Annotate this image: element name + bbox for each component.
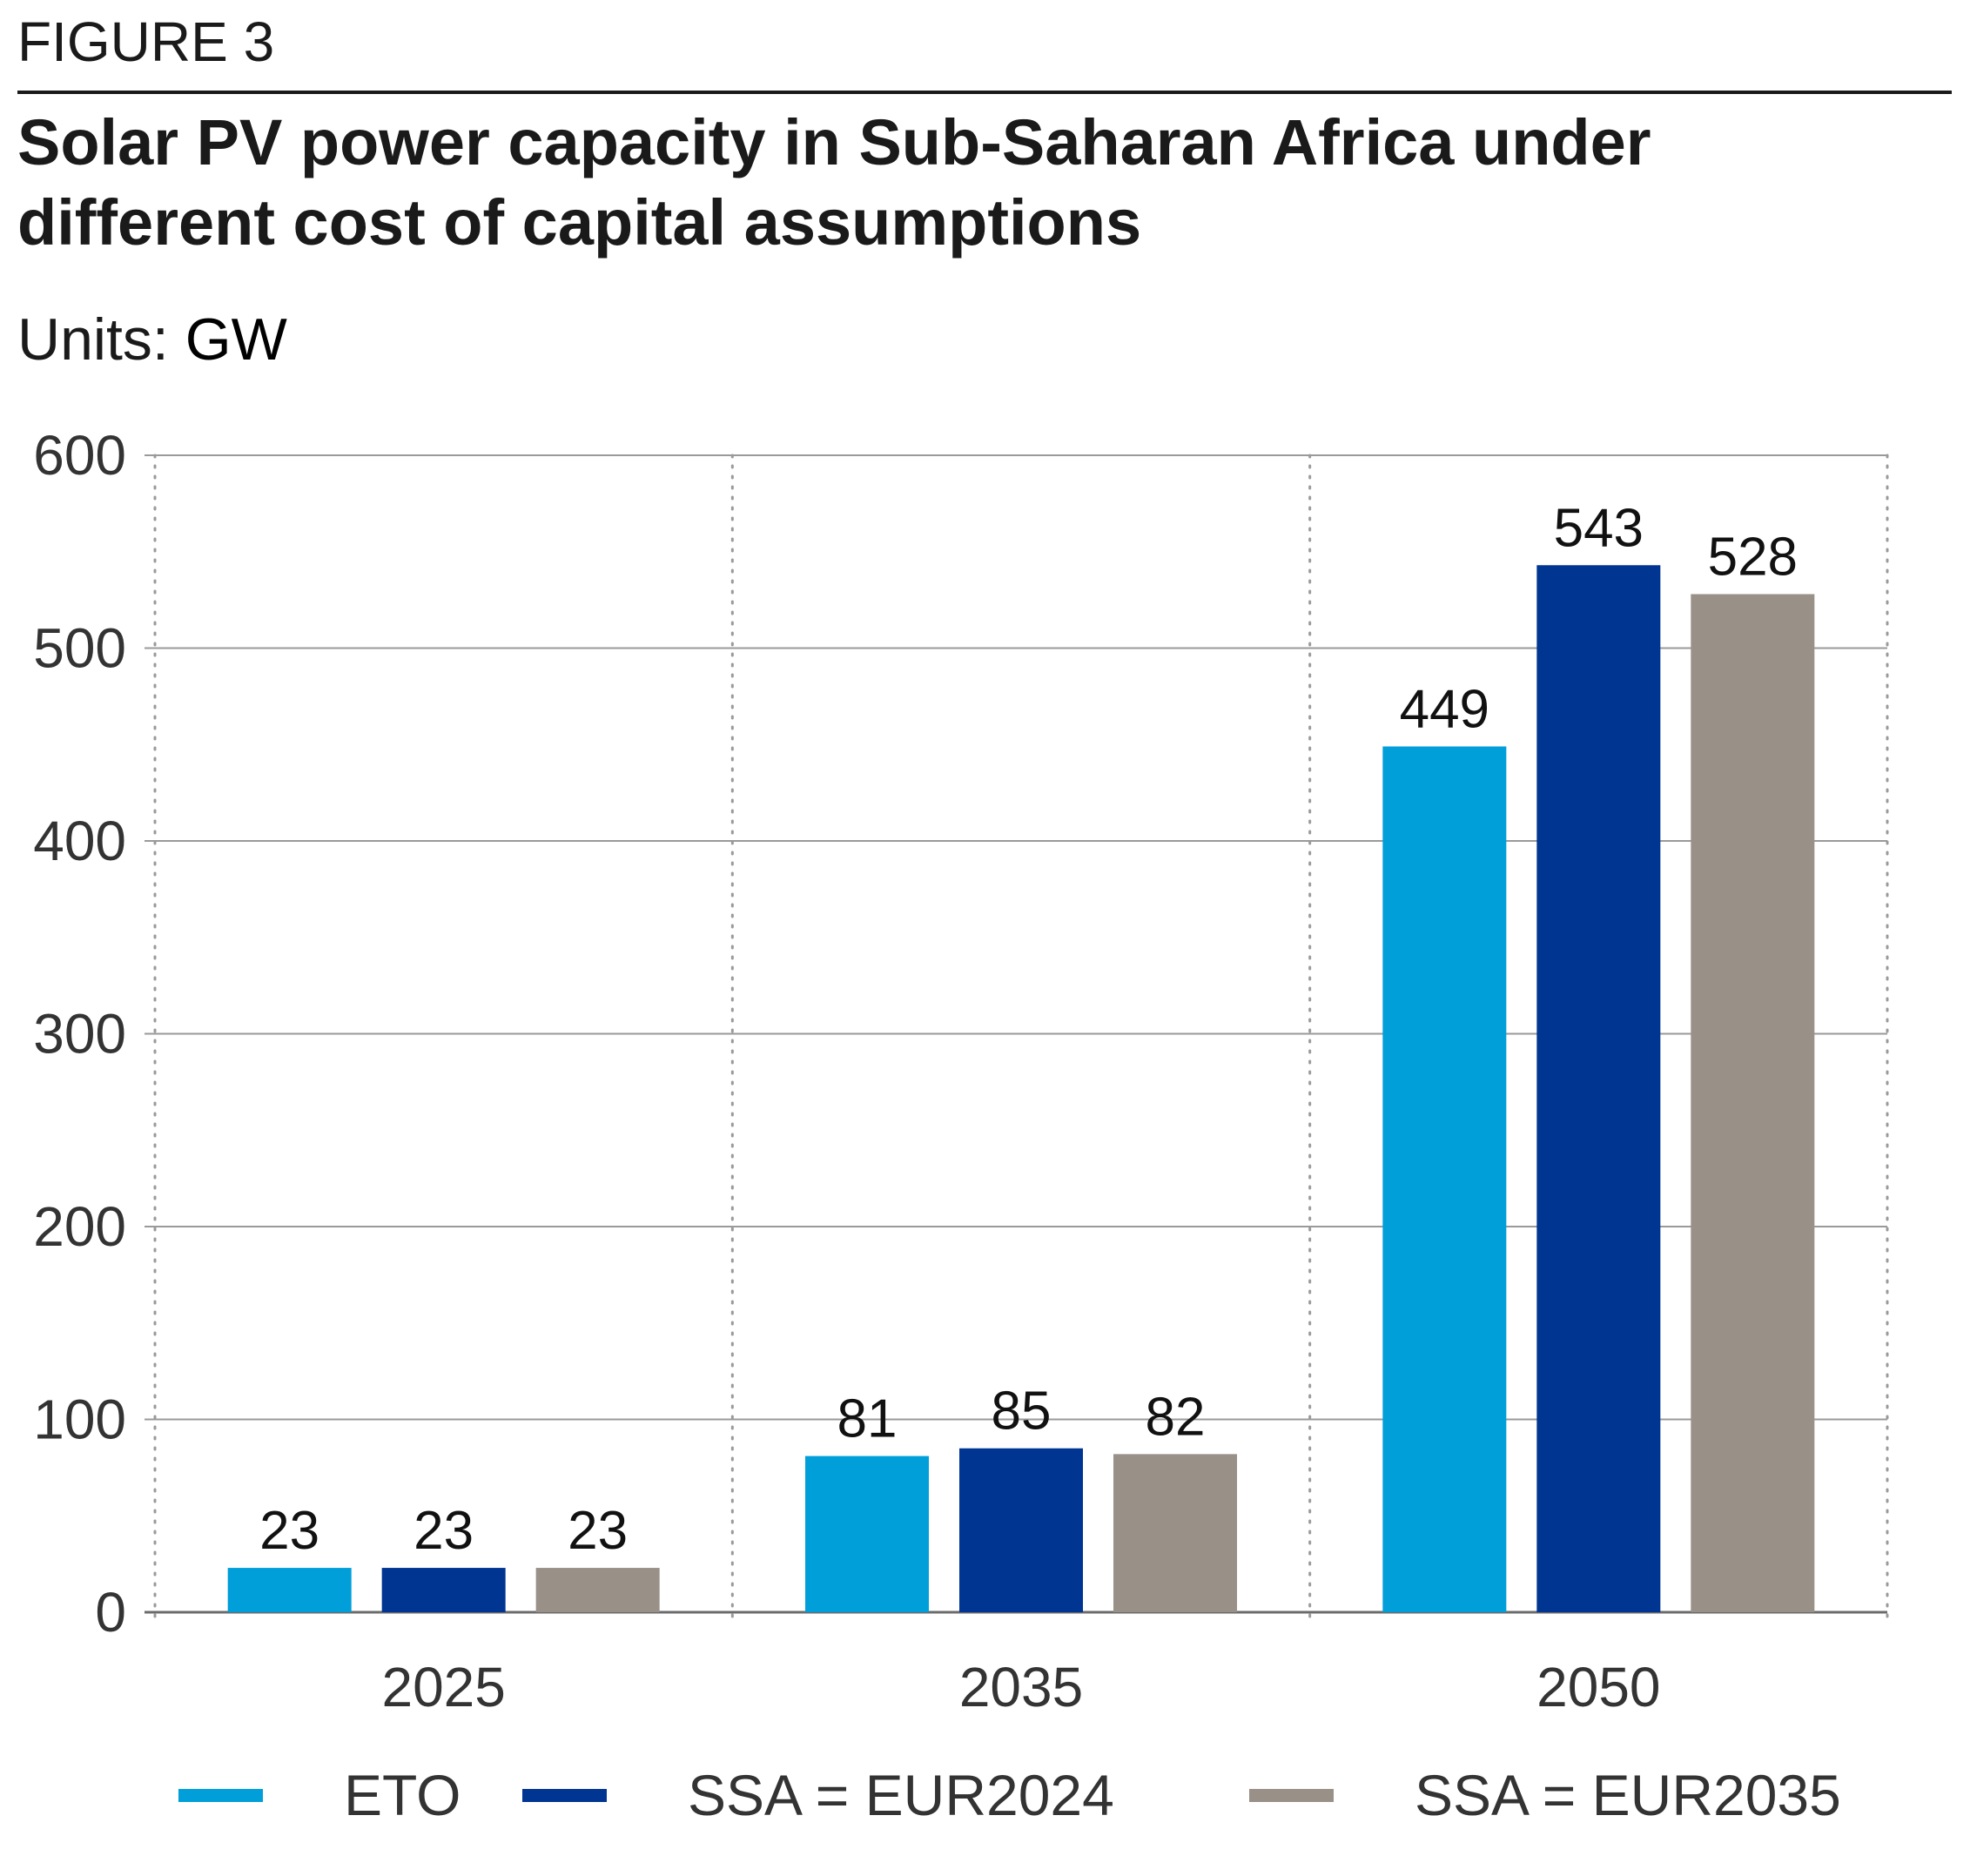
legend-swatch — [1249, 1789, 1334, 1802]
data-label: 23 — [568, 1501, 628, 1561]
y-tick-label: 400 — [33, 810, 126, 872]
data-label: 85 — [992, 1382, 1052, 1442]
legend-swatch — [178, 1789, 263, 1802]
y-tick-label: 100 — [33, 1389, 126, 1451]
bar — [1113, 1454, 1237, 1612]
units-line: Units: GW — [17, 303, 287, 376]
data-label: 81 — [837, 1389, 898, 1449]
data-label: 449 — [1400, 679, 1489, 739]
y-tick-label: 0 — [95, 1581, 126, 1644]
data-label: 23 — [259, 1501, 319, 1561]
x-tick-label: 2050 — [1536, 1656, 1660, 1718]
bars — [227, 565, 1815, 1612]
category-separators — [153, 454, 1889, 1624]
chart-title: Solar PV power capacity in Sub-Saharan A… — [17, 106, 1651, 259]
bar — [535, 1568, 660, 1612]
bar — [805, 1456, 929, 1612]
x-tick-label: 2025 — [381, 1656, 505, 1718]
x-tick-labels: 2025 2035 2050 — [381, 1656, 1660, 1718]
y-tick-label: 200 — [33, 1195, 126, 1258]
x-tick-label: 2035 — [959, 1656, 1083, 1718]
bar — [1691, 594, 1815, 1612]
y-tick-label: 600 — [33, 424, 126, 487]
data-label: 543 — [1554, 498, 1644, 558]
y-tick-label: 300 — [33, 1003, 126, 1066]
y-tick-labels: 0 100 200 300 400 500 600 — [33, 424, 126, 1644]
units-value: GW — [185, 306, 287, 373]
bar — [381, 1568, 506, 1612]
figure-label: FIGURE 3 — [17, 10, 275, 73]
data-label: 23 — [413, 1501, 474, 1561]
legend: ETO SSA = EUR2024 SSA = EUR2035 — [178, 1763, 1841, 1827]
units-label: Units: — [17, 306, 169, 373]
legend-label: SSA = EUR2024 — [688, 1763, 1114, 1827]
legend-swatch — [522, 1789, 607, 1802]
bar — [1382, 746, 1507, 1612]
bar — [1536, 565, 1661, 1612]
data-label: 528 — [1708, 527, 1798, 587]
bar — [227, 1568, 352, 1612]
header-rule — [17, 91, 1952, 94]
data-labels: 23 23 23 81 85 82 449 543 528 — [259, 498, 1798, 1561]
data-label: 82 — [1146, 1387, 1206, 1447]
legend-label: ETO — [344, 1763, 461, 1827]
bar — [959, 1448, 1083, 1612]
legend-label: SSA = EUR2035 — [1415, 1763, 1841, 1827]
y-tick-label: 500 — [33, 617, 126, 680]
